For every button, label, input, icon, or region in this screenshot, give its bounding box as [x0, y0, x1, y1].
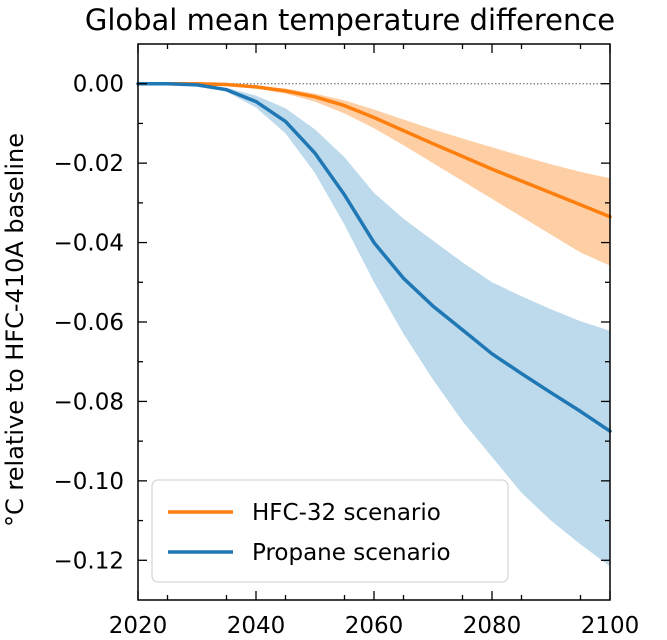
x-tick-label: 2020: [109, 613, 168, 639]
chart-title: Global mean temperature difference: [85, 3, 615, 37]
y-tick-label: 0.00: [73, 72, 124, 98]
x-tick-label: 2040: [227, 613, 286, 639]
y-tick-label: −0.02: [54, 151, 124, 177]
y-tick-label: −0.08: [54, 389, 124, 415]
hfc-32-scenario-uncertainty-band: [138, 83, 610, 266]
legend-label-hfc32: HFC-32 scenario: [252, 500, 441, 526]
x-tick-label: 2100: [581, 613, 640, 639]
propane-scenario-line: [136, 81, 612, 433]
legend-box: [151, 479, 509, 583]
y-tick-label: −0.06: [54, 310, 124, 336]
hfc-32-scenario-line: [136, 81, 612, 219]
propane-scenario-uncertainty-band: [138, 83, 610, 567]
legend-label-propane: Propane scenario: [252, 540, 451, 566]
y-tick-label: −0.04: [54, 231, 124, 257]
y-axis-label: °C relative to HFC-410A baseline: [1, 133, 29, 527]
plot-area: 2020 2040 2060 2080 2100 0.00 −0.02 −0.04 −0.06 −…: [54, 43, 640, 639]
y-tick-label: −0.12: [54, 548, 124, 574]
x-tick-label: 2060: [345, 613, 404, 639]
x-tick-label: 2080: [463, 613, 522, 639]
y-tick-label: −0.10: [54, 469, 124, 495]
legend: HFC-32 scenario Propane scenario: [151, 479, 509, 583]
